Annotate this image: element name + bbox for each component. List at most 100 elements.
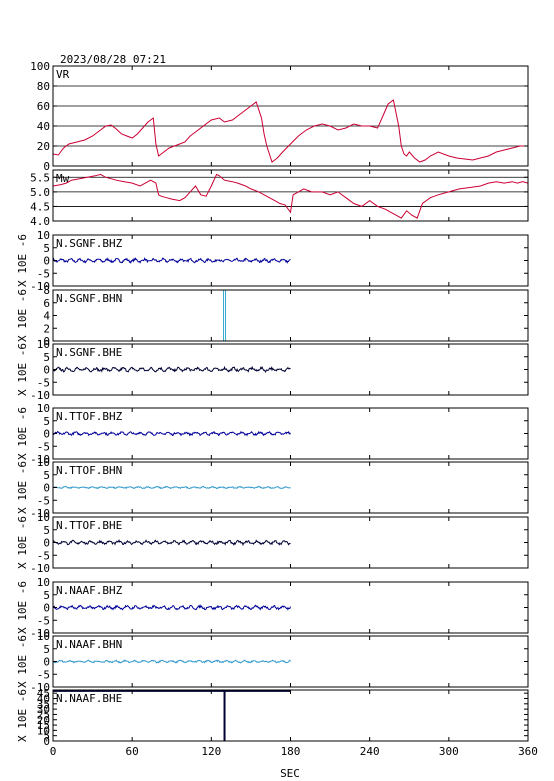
y-tick-label: 0 (43, 428, 50, 441)
y-tick-label: 10 (37, 229, 50, 242)
y-axis-label: X 10E -6 (16, 689, 29, 742)
y-tick-label: 45 (37, 687, 50, 700)
y-axis-label: X 10E -6 (16, 516, 29, 569)
y-tick-label: 5 (43, 643, 50, 656)
x-tick-label: 240 (360, 745, 380, 758)
y-tick-label: 10 (37, 456, 50, 469)
y-tick-label: 2 (43, 322, 50, 335)
y-tick-label: -10 (30, 681, 50, 694)
y-tick-label: 0 (43, 537, 50, 550)
y-tick-label: 25 (37, 708, 50, 721)
panel-label: VR (56, 68, 70, 81)
y-tick-label: 5 (43, 730, 50, 743)
y-tick-label: -10 (30, 627, 50, 640)
panel-mw: 4.0 4.55.0 5.5 Mw (30, 169, 529, 228)
y-tick-label: 6 (43, 297, 50, 310)
y-tick-label: 5 (43, 524, 50, 537)
y-axis-label: X 10E -6 (16, 461, 29, 514)
waveform-line (52, 365, 291, 373)
y-tick-label: 5 (43, 415, 50, 428)
y-tick-label: 60 (37, 100, 50, 113)
y-tick-label: 0 (43, 364, 50, 377)
y-tick-label: 80 (37, 80, 50, 93)
y-tick-label: 0 (43, 735, 50, 748)
panel-frame (52, 689, 529, 742)
y-tick-label: -10 (30, 453, 50, 466)
y-tick-label: 20 (37, 714, 50, 727)
panel-label: N.TTOF.BHE (56, 519, 122, 532)
y-tick-label: 100 (30, 60, 50, 73)
waveform-line (52, 659, 291, 664)
y-tick-label: 35 (37, 698, 50, 711)
y-tick-label: 0 (43, 656, 50, 669)
y-tick-label: 10 (37, 338, 50, 351)
y-tick-label: -5 (37, 440, 50, 453)
y-tick-label: -5 (37, 614, 50, 627)
x-tick-label: 360 (518, 745, 538, 758)
y-tick-label: -10 (30, 507, 50, 520)
y-tick-label: 20 (37, 140, 50, 153)
waveform-line (52, 485, 291, 490)
panel-frame (52, 289, 529, 342)
y-tick-label: 0 (43, 602, 50, 615)
y-tick-label: 5 (43, 351, 50, 364)
y-tick-label: 5 (43, 469, 50, 482)
panel-label: N.SGNF.BHZ (56, 237, 123, 250)
y-tick-label: 15 (37, 719, 50, 732)
timestamp: 2023/08/28 07:21 (60, 53, 166, 66)
y-tick-label: 40 (37, 693, 50, 706)
y-tick-label: 0 (43, 335, 50, 348)
y-tick-label: -5 (37, 494, 50, 507)
series-line (52, 99, 528, 163)
panel-label: N.NAAF.BHN (56, 638, 122, 651)
y-axis-label: X 10E -6 (16, 234, 29, 287)
panel-label: N.TTOF.BHN (56, 464, 122, 477)
y-tick-label: -5 (37, 549, 50, 562)
y-axis-label: X 10E -6 (16, 289, 29, 342)
series-line (52, 173, 529, 219)
y-tick-label: 10 (37, 511, 50, 524)
y-axis-label: X 10E -6 (16, 581, 29, 634)
waveform-line (52, 257, 291, 264)
y-tick-label: -5 (37, 376, 50, 389)
y-tick-label: -10 (30, 389, 50, 402)
y-tick-label: -5 (37, 668, 50, 681)
y-tick-label: 5.5 (30, 171, 50, 184)
y-tick-label: 4 (43, 310, 50, 323)
panel-frame (52, 343, 529, 396)
panel-label: Mw (56, 172, 70, 185)
y-tick-label: 0 (43, 255, 50, 268)
panel-label: N.SGNF.BHN (56, 292, 122, 305)
y-tick-label: -10 (30, 280, 50, 293)
y-tick-label: 4.0 (30, 215, 50, 228)
y-tick-label: 30 (37, 703, 50, 716)
y-tick-label: 5.0 (30, 186, 50, 199)
y-tick-label: 40 (37, 120, 50, 133)
y-axis-label: X 10E -6 (16, 635, 29, 688)
y-tick-label: 10 (37, 724, 50, 737)
y-tick-label: 0 (43, 160, 50, 173)
panel-vr: 0 20 40 60 80 100 VR (30, 60, 529, 173)
panel-label: N.NAAF.BHE (56, 692, 122, 705)
panel-label: N.TTOF.BHZ (56, 410, 123, 423)
waveform-line (52, 430, 291, 437)
panel-frame (52, 65, 529, 167)
y-tick-label: -10 (30, 562, 50, 575)
y-tick-label: 10 (37, 402, 50, 415)
y-tick-label: 8 (43, 284, 50, 297)
x-tick-label: 180 (281, 745, 301, 758)
y-tick-label: 10 (37, 576, 50, 589)
x-tick-label: 300 (439, 745, 459, 758)
x-tick-label: 120 (201, 745, 221, 758)
y-tick-label: 0 (43, 482, 50, 495)
y-tick-label: 5 (43, 242, 50, 255)
y-axis-label: X 10E -6 (16, 343, 29, 396)
